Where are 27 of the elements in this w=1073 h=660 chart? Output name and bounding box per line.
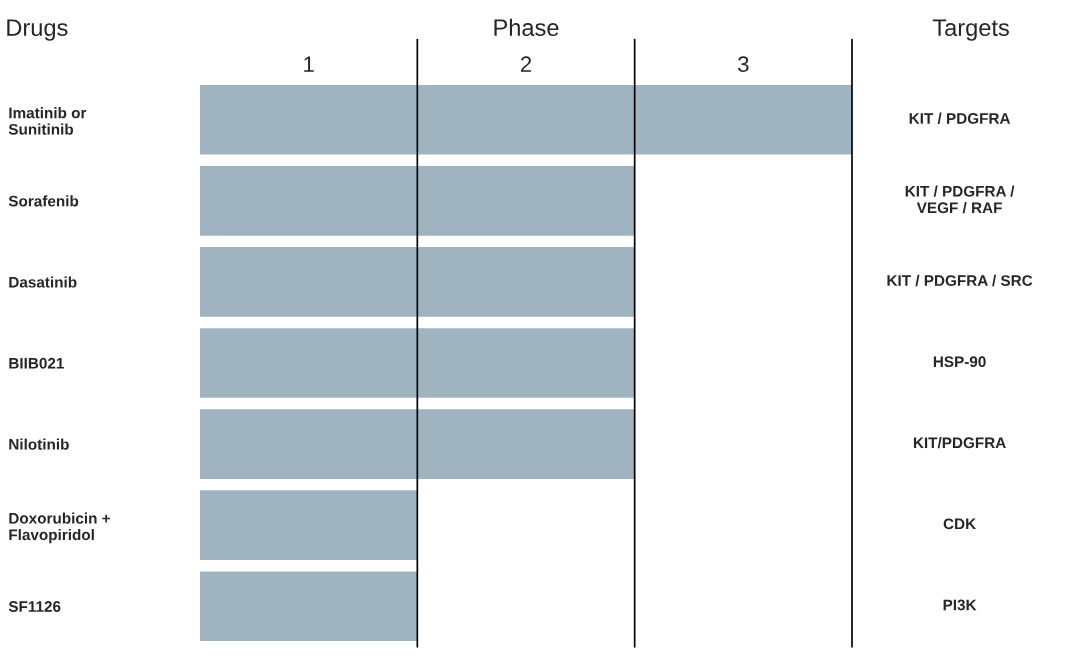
- y-tick-label: Imatinib or Sunitinib: [8, 107, 87, 135]
- x-tick-label: 1: [304, 56, 314, 72]
- text: Drugs: [7, 19, 68, 41]
- text: PI3K: [943, 599, 977, 611]
- text: KIT / PDGFRA: [909, 112, 1011, 124]
- bar: [200, 328, 635, 398]
- text: HSP-90: [933, 356, 986, 368]
- bar: [200, 84, 852, 155]
- bar: [200, 165, 635, 236]
- y-tick-label: Sorafenib: [8, 195, 79, 207]
- y-tick-label: Nilotinib: [9, 438, 69, 450]
- y-tick-label: Doxorubicin + Flavopiridol: [9, 512, 110, 544]
- y-tick-label: Dasatinib: [9, 276, 77, 288]
- y-tick-label: BIIB021: [9, 357, 64, 369]
- text: KIT / PDGFRA / SRC: [887, 274, 1033, 287]
- y2-axis-title: Targets: [932, 19, 1009, 41]
- bar: [200, 490, 418, 561]
- bar: [200, 571, 418, 642]
- text: KIT / PDGFRA / VEGF / RAF: [905, 185, 1015, 214]
- x-axis-title: Phase: [494, 18, 559, 37]
- text: KIT/PDGFRA: [913, 436, 1006, 449]
- x-tick-label: 2: [520, 56, 532, 72]
- x-tick-label: 3: [738, 56, 749, 73]
- y-tick-label: SF1126: [8, 601, 61, 612]
- text: CDK: [943, 518, 976, 530]
- bar: [200, 409, 635, 479]
- bar: [200, 247, 635, 317]
